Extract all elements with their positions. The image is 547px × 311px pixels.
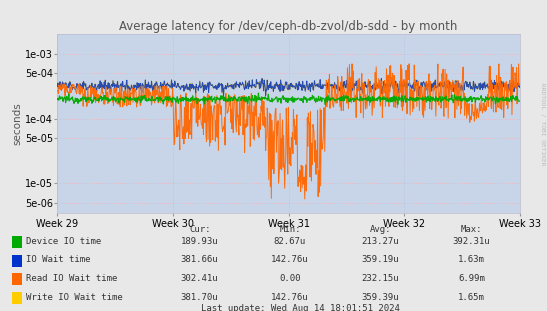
Text: 359.39u: 359.39u	[362, 293, 399, 301]
Text: 359.19u: 359.19u	[362, 255, 399, 264]
Y-axis label: seconds: seconds	[13, 102, 22, 145]
Text: Min:: Min:	[279, 225, 301, 234]
Text: Write IO Wait time: Write IO Wait time	[26, 293, 123, 301]
Text: 82.67u: 82.67u	[274, 237, 306, 245]
Text: Device IO time: Device IO time	[26, 237, 102, 245]
Text: 381.66u: 381.66u	[181, 255, 218, 264]
Text: 392.31u: 392.31u	[453, 237, 490, 245]
Text: 213.27u: 213.27u	[362, 237, 399, 245]
Text: 232.15u: 232.15u	[362, 274, 399, 283]
Text: RRDTOOL / TOBI OETIKER: RRDTOOL / TOBI OETIKER	[541, 83, 546, 166]
Text: 6.99m: 6.99m	[458, 274, 485, 283]
Text: Cur:: Cur:	[189, 225, 211, 234]
Text: 302.41u: 302.41u	[181, 274, 218, 283]
Text: 381.70u: 381.70u	[181, 293, 218, 301]
Text: 142.76u: 142.76u	[271, 255, 309, 264]
Text: Read IO Wait time: Read IO Wait time	[26, 274, 118, 283]
Text: 189.93u: 189.93u	[181, 237, 218, 245]
Text: 1.63m: 1.63m	[458, 255, 485, 264]
Text: 1.65m: 1.65m	[458, 293, 485, 301]
Title: Average latency for /dev/ceph-db-zvol/db-sdd - by month: Average latency for /dev/ceph-db-zvol/db…	[119, 20, 458, 33]
Text: 142.76u: 142.76u	[271, 293, 309, 301]
Text: IO Wait time: IO Wait time	[26, 255, 91, 264]
Text: Max:: Max:	[461, 225, 482, 234]
Text: Last update: Wed Aug 14 18:01:51 2024: Last update: Wed Aug 14 18:01:51 2024	[201, 304, 400, 311]
Text: Munin 2.0.75: Munin 2.0.75	[243, 310, 304, 311]
Text: 0.00: 0.00	[279, 274, 301, 283]
Text: Avg:: Avg:	[369, 225, 391, 234]
